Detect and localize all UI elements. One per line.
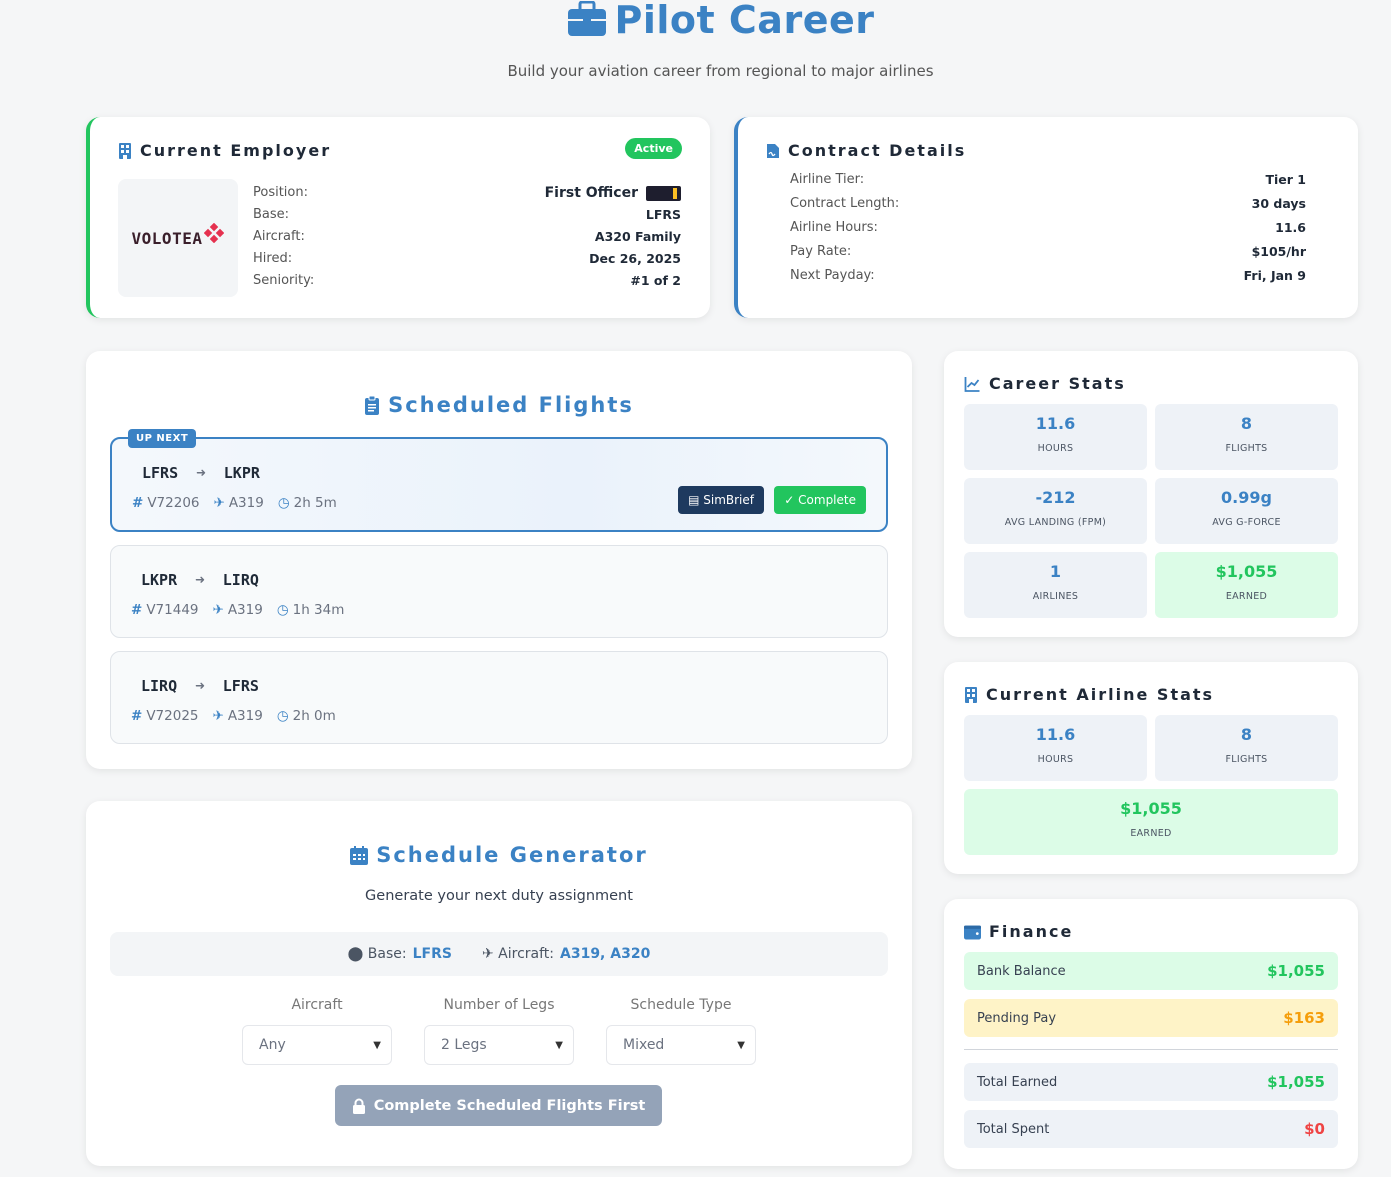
- employer-row-position: Position: First Officer: [253, 182, 681, 204]
- calendar-icon: [350, 845, 369, 865]
- schedule-type-select[interactable]: Mixed ▼: [606, 1025, 756, 1065]
- arrow-right-icon: ➜: [195, 676, 205, 695]
- arrow-right-icon: ➜: [196, 463, 206, 482]
- chevron-down-icon: ▼: [737, 1039, 745, 1051]
- status-badge: Active: [625, 138, 682, 159]
- up-next-badge: UP NEXT: [128, 429, 197, 448]
- page-subtitle: Build your aviation career from regional…: [507, 62, 934, 80]
- contract-rows: Airline Tier: Tier 1 Contract Length: 30 d…: [790, 168, 1306, 288]
- building-icon: [965, 686, 977, 703]
- building-icon: [119, 142, 131, 159]
- page-title-text: Pilot Career: [614, 0, 875, 42]
- plane-icon: ✈: [481, 946, 499, 962]
- wallet-icon: [964, 925, 981, 939]
- flight-meta: # V71449 ✈ A319 ◷ 1h 34m: [131, 602, 345, 618]
- employer-row-aircraft: Aircraft: A320 Family: [253, 229, 681, 244]
- page-title: Pilot Career: [0, 0, 1391, 46]
- stat-airlines: 1 AIRLINES: [964, 552, 1147, 618]
- chevron-down-icon: ▼: [555, 1039, 563, 1051]
- flight-meta: # V72206 ✈ A319 ◷ 2h 5m: [132, 495, 337, 511]
- document-icon: ▤: [688, 493, 704, 507]
- career-stats-title: Career Stats: [964, 374, 1126, 393]
- generator-info-bar: ⬤ Base: LFRS ✈ Aircraft: A319, A320: [110, 932, 888, 976]
- check-icon: ✓: [784, 493, 799, 507]
- contract-row-hours: Airline Hours: 11.6: [790, 220, 1306, 235]
- airline-stats-title: Current Airline Stats: [964, 685, 1214, 704]
- chevron-down-icon: ▼: [373, 1039, 381, 1051]
- contract-details-card: Contract Details Airline Tier: Tier 1 Con…: [734, 117, 1358, 318]
- employer-row-seniority: Seniority: #1 of 2: [253, 273, 681, 288]
- contract-row-payday: Next Payday: Fri, Jan 9: [790, 268, 1306, 283]
- clipboard-icon: [365, 395, 380, 415]
- finance-row-bank-balance: Bank Balance $1,055: [964, 952, 1338, 990]
- flight-card[interactable]: LIRQ ➜ LFRS # V72025 ✈ A319 ◷ 2h 0m: [110, 651, 888, 744]
- legs-select-label: Number of Legs: [443, 997, 555, 1013]
- contract-details-title: Contract Details: [766, 141, 966, 160]
- airline-stat-earned: $1,055 EARNED: [964, 789, 1338, 855]
- contract-row-tier: Airline Tier: Tier 1: [790, 172, 1306, 187]
- plane-icon: ✈: [212, 602, 224, 618]
- rank-stripes-icon: [646, 185, 681, 201]
- flight-meta: # V72025 ✈ A319 ◷ 2h 0m: [131, 708, 336, 724]
- employer-details: Position: First Officer Base: LFRS Aircra…: [253, 182, 681, 292]
- hash-icon: #: [131, 708, 143, 724]
- current-employer-title: Current Employer: [118, 141, 331, 160]
- clock-icon: ◷: [277, 495, 290, 511]
- hash-icon: #: [132, 495, 144, 511]
- contract-row-length: Contract Length: 30 days: [790, 196, 1306, 211]
- map-pin-icon: ⬤: [347, 946, 368, 962]
- airline-stat-hours: 11.6 HOURS: [964, 715, 1147, 781]
- aircraft-select-label: Aircraft: [291, 997, 343, 1013]
- aircraft-select[interactable]: Any ▼: [242, 1025, 392, 1065]
- flight-route: LKPR ➜ LIRQ: [141, 570, 259, 589]
- finance-row-total-spent: Total Spent $0: [964, 1110, 1338, 1148]
- flight-card[interactable]: LKPR ➜ LIRQ # V71449 ✈ A319 ◷ 1h 34m: [110, 545, 888, 638]
- scheduled-flights-title: Scheduled Flights: [86, 393, 912, 417]
- airline-logo: VOLOTEA: [118, 179, 238, 297]
- generate-schedule-button[interactable]: Complete Scheduled Flights First: [335, 1085, 662, 1126]
- clock-icon: ◷: [276, 708, 289, 724]
- schedule-type-label: Schedule Type: [630, 997, 732, 1013]
- employer-row-hired: Hired: Dec 26, 2025: [253, 251, 681, 266]
- plane-icon: ✈: [212, 708, 224, 724]
- hash-icon: #: [131, 602, 143, 618]
- schedule-generator-subtitle: Generate your next duty assignment: [365, 888, 633, 904]
- volotea-mark-icon: [204, 223, 225, 243]
- airline-stat-flights: 8 FLIGHTS: [1155, 715, 1338, 781]
- arrow-right-icon: ➜: [195, 570, 205, 589]
- scheduled-flights-card: Scheduled Flights UP NEXT LFRS ➜ LKPR # V…: [86, 351, 912, 769]
- plane-icon: ✈: [213, 495, 225, 511]
- flight-route: LIRQ ➜ LFRS: [141, 676, 259, 695]
- lock-icon: [352, 1098, 365, 1114]
- finance-row-total-earned: Total Earned $1,055: [964, 1063, 1338, 1101]
- career-stats-card: Career Stats 11.6 HOURS 8 FLIGHTS -212 AVG …: [944, 351, 1358, 637]
- simbrief-button[interactable]: ▤ SimBrief: [678, 486, 764, 514]
- contract-icon: [767, 143, 779, 158]
- briefcase-icon: [567, 0, 607, 46]
- finance-card: Finance Bank Balance $1,055 Pending Pay $1…: [944, 899, 1358, 1169]
- finance-divider: [964, 1049, 1338, 1050]
- contract-row-pay-rate: Pay Rate: $105/hr: [790, 244, 1306, 259]
- stat-hours: 11.6 HOURS: [964, 404, 1147, 470]
- airline-stats-card: Current Airline Stats 11.6 HOURS 8 FLIGHTS…: [944, 662, 1358, 874]
- flight-route: LFRS ➜ LKPR: [142, 463, 260, 482]
- employer-row-base: Base: LFRS: [253, 207, 681, 222]
- finance-title: Finance: [964, 922, 1073, 941]
- finance-row-pending-pay: Pending Pay $163: [964, 999, 1338, 1037]
- stat-avg-gforce: 0.99g AVG G-FORCE: [1155, 478, 1338, 544]
- current-employer-card: Current Employer Active VOLOTEA Position…: [86, 117, 710, 318]
- clock-icon: ◷: [276, 602, 289, 618]
- chart-line-icon: [964, 376, 980, 392]
- complete-button[interactable]: ✓ Complete: [774, 486, 866, 514]
- schedule-generator-title: Schedule Generator: [86, 843, 912, 867]
- schedule-generator-card: Schedule Generator Generate your next du…: [86, 801, 912, 1166]
- stat-avg-landing: -212 AVG LANDING (FPM): [964, 478, 1147, 544]
- legs-select[interactable]: 2 Legs ▼: [424, 1025, 574, 1065]
- stat-earned: $1,055 EARNED: [1155, 552, 1338, 618]
- stat-flights: 8 FLIGHTS: [1155, 404, 1338, 470]
- flight-card-next[interactable]: UP NEXT LFRS ➜ LKPR # V72206 ✈ A319 ◷ 2h 5m…: [110, 429, 888, 532]
